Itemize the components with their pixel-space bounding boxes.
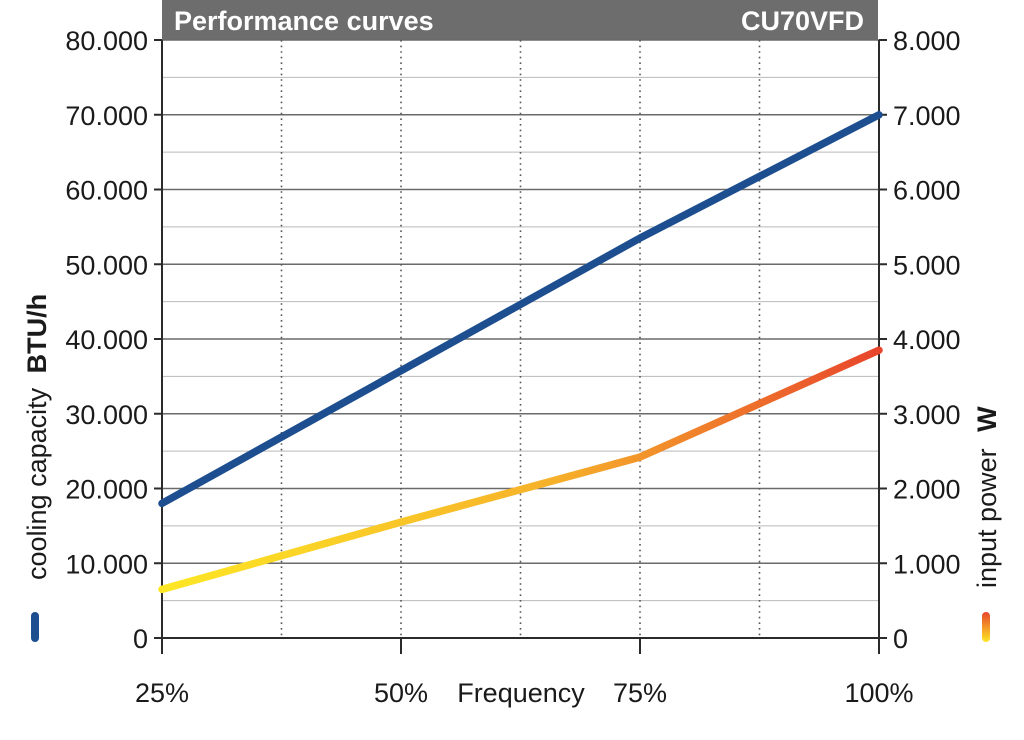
right-tick-label: 4.000 bbox=[893, 325, 961, 355]
right-tick-label: 7.000 bbox=[893, 101, 961, 131]
chart-header-bar bbox=[162, 0, 878, 40]
right-tick-label: 8.000 bbox=[893, 26, 961, 56]
left-axis-unit: BTU/h bbox=[22, 294, 52, 373]
series-group bbox=[158, 111, 883, 594]
x-tick-label: 100% bbox=[844, 678, 913, 708]
grid bbox=[162, 39, 879, 638]
left-tick-label: 60.000 bbox=[65, 176, 148, 206]
right-axis-label: input power W bbox=[972, 406, 1002, 588]
right-legend-swatch bbox=[982, 612, 990, 642]
x-tick-label: 50% bbox=[374, 678, 428, 708]
right-axis-label-text: input power bbox=[972, 448, 1002, 588]
left-tick-label: 40.000 bbox=[65, 325, 148, 355]
chart-model-name: CU70VFD bbox=[741, 6, 864, 36]
left-tick-label: 20.000 bbox=[65, 475, 148, 505]
x-tick-label: 25% bbox=[135, 678, 189, 708]
chart-title: Performance curves bbox=[174, 6, 434, 36]
right-tick-label: 6.000 bbox=[893, 176, 961, 206]
right-tick-label: 3.000 bbox=[893, 400, 961, 430]
left-legend-swatch bbox=[31, 612, 39, 642]
x-tick-label: 75% bbox=[613, 678, 667, 708]
right-axis-unit: W bbox=[972, 406, 1002, 432]
left-tick-label: 0 bbox=[133, 624, 148, 654]
left-tick-label: 80.000 bbox=[65, 26, 148, 56]
left-tick-label: 30.000 bbox=[65, 400, 148, 430]
x-axis-label: Frequency bbox=[457, 678, 585, 708]
tick-labels: 0 10.000 20.000 30.000 40.000 50.000 60.000 70.… bbox=[65, 26, 960, 708]
left-axis-label-text: cooling capacity bbox=[22, 387, 52, 580]
left-tick-label: 10.000 bbox=[65, 549, 148, 579]
right-tick-label: 2.000 bbox=[893, 475, 961, 505]
input-power-line bbox=[158, 346, 883, 594]
left-tick-label: 50.000 bbox=[65, 250, 148, 280]
left-tick-label: 70.000 bbox=[65, 101, 148, 131]
right-tick-label: 5.000 bbox=[893, 250, 961, 280]
right-tick-label: 1.000 bbox=[893, 549, 961, 579]
cooling-capacity-line bbox=[158, 111, 883, 508]
axes bbox=[154, 39, 887, 654]
right-tick-label: 0 bbox=[893, 624, 908, 654]
left-axis-label: cooling capacity BTU/h bbox=[22, 294, 52, 580]
